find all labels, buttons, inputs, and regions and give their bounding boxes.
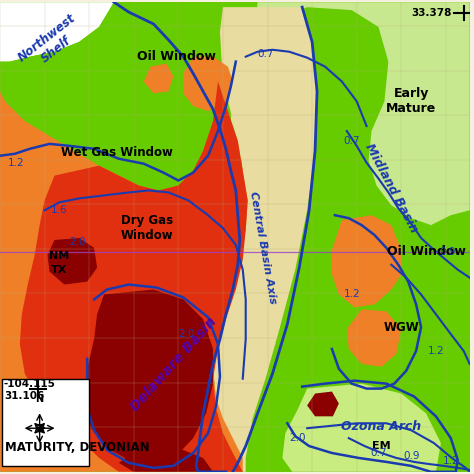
Text: N: N <box>36 394 44 404</box>
Text: Oil Window: Oil Window <box>387 246 465 258</box>
Polygon shape <box>0 2 218 191</box>
Text: NM: NM <box>49 251 70 261</box>
Text: 1.2: 1.2 <box>443 456 459 466</box>
Polygon shape <box>0 82 248 472</box>
Polygon shape <box>84 290 213 463</box>
Text: TX: TX <box>51 264 68 275</box>
Text: Central Basin Axis: Central Basin Axis <box>248 191 277 305</box>
Text: 1.2: 1.2 <box>343 290 360 300</box>
Text: Northwest
Shelf: Northwest Shelf <box>16 11 87 76</box>
Text: Delaware Basin: Delaware Basin <box>128 314 219 413</box>
Text: 31.106: 31.106 <box>4 391 44 401</box>
Text: Early
Mature: Early Mature <box>386 87 436 115</box>
Polygon shape <box>183 57 233 111</box>
Text: 0.9: 0.9 <box>439 247 456 257</box>
Text: Midland Basin: Midland Basin <box>362 142 420 235</box>
Text: 2.0: 2.0 <box>69 237 85 247</box>
Text: 1.6: 1.6 <box>51 205 68 215</box>
Text: 0.7: 0.7 <box>344 136 360 146</box>
Text: -104.115: -104.115 <box>4 379 56 389</box>
Polygon shape <box>230 2 470 225</box>
Text: 0.9: 0.9 <box>403 451 419 461</box>
Polygon shape <box>20 82 248 472</box>
Text: 33.378: 33.378 <box>411 8 452 18</box>
FancyBboxPatch shape <box>2 379 89 466</box>
Polygon shape <box>119 448 213 472</box>
Text: 1.2: 1.2 <box>8 158 25 168</box>
Polygon shape <box>47 238 97 284</box>
Text: Dry Gas
Window: Dry Gas Window <box>120 214 173 242</box>
Polygon shape <box>213 7 317 472</box>
Text: Wet Gas Window: Wet Gas Window <box>62 146 173 159</box>
Text: Ozona Arch: Ozona Arch <box>341 420 421 433</box>
Text: 0.7: 0.7 <box>257 49 274 59</box>
Text: 2.0: 2.0 <box>178 329 194 339</box>
Text: MATURITY, DEVONIAN: MATURITY, DEVONIAN <box>5 441 150 454</box>
Polygon shape <box>283 383 441 472</box>
Text: 0.7: 0.7 <box>370 448 387 458</box>
Polygon shape <box>307 392 339 416</box>
Text: 1.2: 1.2 <box>428 346 444 356</box>
Polygon shape <box>0 2 114 62</box>
Polygon shape <box>332 215 401 307</box>
Text: 2.0: 2.0 <box>289 433 305 443</box>
Polygon shape <box>347 310 401 367</box>
Polygon shape <box>144 64 173 93</box>
Text: WGW: WGW <box>383 321 419 334</box>
Text: EM: EM <box>372 441 391 451</box>
Text: Oil Window: Oil Window <box>137 50 216 63</box>
